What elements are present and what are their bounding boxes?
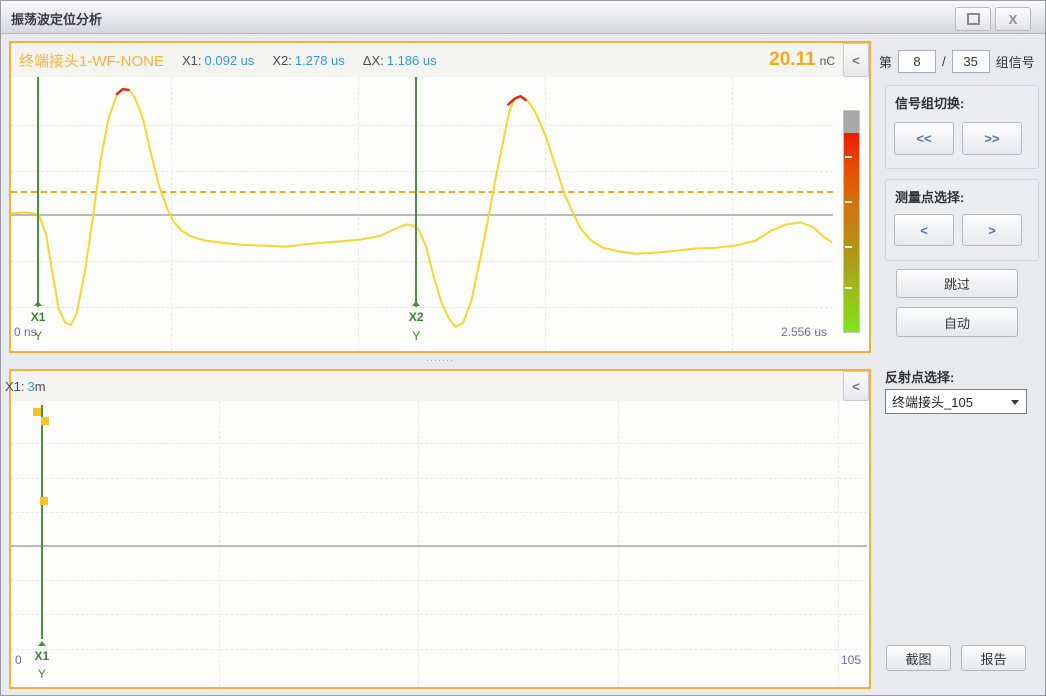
- prev-measure-point-button[interactable]: <: [894, 214, 954, 246]
- auto-button[interactable]: 自动: [896, 307, 1018, 337]
- pd-location-marker: [39, 497, 48, 506]
- chevron-right-icon: >: [988, 222, 996, 238]
- titlebar[interactable]: 振荡波定位分析 X: [1, 1, 1045, 34]
- charge-colorbar: [843, 110, 860, 333]
- cursor-line[interactable]: [415, 77, 418, 307]
- x-axis-end-label: 105: [840, 653, 861, 667]
- waveform-panel: 终端接头1-WF-NONE X1: 0.092 us X2: 1.278 us ΔX…: [9, 41, 871, 353]
- zero-axis-line: [11, 545, 867, 547]
- colorbar-tick: [845, 287, 852, 289]
- group-separator: /: [942, 54, 946, 69]
- gridline-h: [11, 614, 867, 615]
- bottom-plot[interactable]: X1 Y 0 105: [11, 401, 869, 687]
- gridline-h: [11, 649, 867, 650]
- signal-group-switch-box: 信号组切换: << >>: [885, 85, 1039, 169]
- gridline-h: [11, 261, 833, 262]
- gridline-h: [11, 307, 833, 308]
- x-axis-start-label: 0: [15, 653, 22, 667]
- colorbar-tick: [845, 201, 852, 203]
- next-measure-point-button[interactable]: >: [962, 214, 1022, 246]
- signal-group-index-row: 第 / 组信号: [879, 50, 1035, 73]
- cursor-label: X1: [34, 649, 50, 663]
- gridline-h: [11, 478, 867, 479]
- measurement-x1: X1: 0.092 us: [182, 52, 255, 68]
- gridline-h: [11, 125, 833, 126]
- group-suffix-label: 组信号: [995, 55, 1035, 70]
- cursor-line[interactable]: [40, 405, 43, 639]
- close-button[interactable]: X: [995, 7, 1031, 31]
- window-title: 振荡波定位分析: [11, 12, 103, 27]
- cursor-label: X1: [30, 310, 46, 324]
- collapse-top-panel-button[interactable]: <: [843, 43, 869, 77]
- cursor-caret-icon: [34, 301, 43, 306]
- screenshot-button[interactable]: 截图: [886, 645, 951, 671]
- waveform-panel-header: 终端接头1-WF-NONE X1: 0.092 us X2: 1.278 us ΔX…: [11, 43, 869, 77]
- cursor-line[interactable]: [37, 77, 40, 307]
- cursor-caret-icon: [412, 301, 421, 306]
- gridline-v: [418, 401, 419, 687]
- cursor-y-label: Y: [412, 329, 421, 343]
- collapse-bottom-panel-button[interactable]: <: [843, 371, 869, 401]
- cursor-caret-icon: [37, 641, 46, 646]
- chevron-left-icon: <: [852, 52, 860, 68]
- colorbar-cap: [844, 111, 859, 133]
- measurement-x2: X2: 1.278 us: [272, 52, 345, 68]
- location-panel: X1: 3m < X1 Y 0: [5, 369, 871, 689]
- chevron-left-icon: <: [852, 378, 860, 394]
- waveform-title: 终端接头1-WF-NONE: [19, 52, 164, 70]
- dropdown-arrow-icon: [1011, 400, 1019, 405]
- splitter-handle-icon: ·······: [426, 355, 454, 365]
- reflection-point-dropdown[interactable]: 终端接头_105: [885, 389, 1027, 414]
- gridline-h: [11, 171, 833, 172]
- pd-location-marker: [41, 417, 50, 426]
- maximize-button[interactable]: [955, 7, 991, 31]
- colorbar-tick: [845, 246, 852, 248]
- peak-charge-unit: nC: [819, 54, 835, 68]
- cursor-y-label: Y: [37, 667, 46, 681]
- cursor-y-label: Y: [34, 329, 43, 343]
- measure-point-select-box: 测量点选择: < >: [885, 179, 1039, 261]
- group-current-input[interactable]: [898, 50, 937, 73]
- reflection-point-value: 终端接头_105: [892, 395, 973, 410]
- cursor-label: X2: [408, 310, 424, 324]
- chevron-left-icon: <: [920, 222, 928, 238]
- report-button[interactable]: 报告: [961, 645, 1026, 671]
- close-icon: X: [1008, 11, 1018, 27]
- gridline-v: [838, 401, 839, 687]
- double-chevron-right-icon: >>: [984, 131, 1000, 146]
- group-total-input[interactable]: [951, 50, 990, 73]
- next-signal-group-button[interactable]: >>: [962, 122, 1022, 155]
- sidebar: 第 / 组信号 信号组切换: << >> 测量点选择: < > 跳过 自动: [879, 41, 1043, 695]
- waveform-plot[interactable]: X1 Y X2 Y 0 ns 2.556 us: [11, 77, 835, 351]
- maximize-icon: [966, 13, 980, 25]
- gridline-h: [11, 512, 867, 513]
- peak-charge-value: 20.11: [769, 49, 816, 70]
- x-axis-start-label: 0 ns: [14, 325, 37, 339]
- skip-button[interactable]: 跳过: [896, 269, 1018, 298]
- colorbar-gradient: [844, 133, 859, 332]
- threshold-line: [11, 191, 833, 193]
- colorbar-tick: [845, 156, 852, 158]
- measure-point-select-label: 测量点选择:: [895, 190, 965, 205]
- double-chevron-left-icon: <<: [916, 131, 932, 146]
- gridline-h: [11, 580, 867, 581]
- gridline-v: [618, 401, 619, 687]
- measurement-dx: ΔX: 1.186 us: [362, 52, 437, 68]
- pd-location-marker: [32, 407, 41, 416]
- gridline-v: [219, 401, 220, 687]
- panel-splitter[interactable]: ·······: [9, 353, 871, 369]
- x-axis-end-label: 2.556 us: [780, 325, 827, 339]
- waveform-svg: [11, 87, 833, 328]
- reflection-point-label: 反射点选择:: [885, 370, 955, 385]
- gridline-h: [11, 443, 867, 444]
- location-x1-readout: X1: 3m: [5, 378, 46, 394]
- zero-axis-line: [11, 214, 833, 216]
- group-prefix-label: 第: [879, 55, 893, 70]
- location-panel-header: X1: 3m <: [5, 371, 869, 401]
- prev-signal-group-button[interactable]: <<: [894, 122, 954, 155]
- signal-group-switch-label: 信号组切换:: [895, 96, 965, 111]
